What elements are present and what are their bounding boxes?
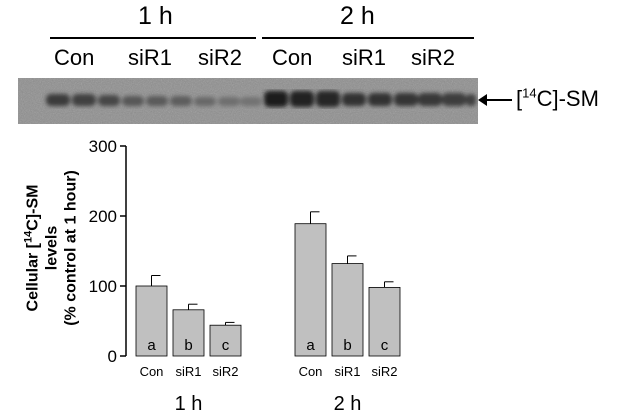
blot-lane-12: [316, 91, 340, 107]
category-label: siR1: [175, 364, 201, 379]
blot-condition-con-1h: Con: [54, 45, 95, 70]
bar-significance-letter: a: [306, 337, 315, 354]
blot-lane-17: [442, 93, 466, 106]
bar-significance-letter: c: [222, 337, 230, 354]
blot-image: [18, 78, 478, 124]
bar: [294, 223, 327, 357]
bar-significance-letter: a: [147, 337, 156, 354]
category-label: siR2: [212, 364, 238, 379]
blot-time-2h: 2 h: [340, 2, 375, 30]
blot-time-1h: 1 h: [138, 2, 173, 30]
blot-lane-8: [218, 97, 240, 106]
blot-condition-sir1-1h: siR1: [128, 45, 173, 70]
band-label: [14C]-SM: [516, 85, 599, 111]
blot-lane-13: [342, 93, 366, 106]
blot-lane-2: [72, 94, 96, 106]
band-arrow-line: [482, 99, 512, 101]
bar-significance-letter: b: [184, 337, 192, 354]
band-arrow-head-icon: [478, 94, 487, 106]
blot-group-line-2h: [262, 37, 474, 39]
blot-group-line-1h: [50, 37, 256, 39]
y-tick-label: 300: [89, 137, 117, 156]
bar-significance-letter: b: [343, 337, 351, 354]
blot-lane-11: [290, 91, 314, 107]
group-label: 1 h: [175, 393, 203, 415]
bar: [135, 285, 168, 357]
blot-condition-sir2-1h: siR2: [198, 45, 243, 70]
bar: [368, 286, 401, 357]
blot-lane-9: [240, 97, 262, 106]
blot-lane-7: [194, 97, 216, 106]
group-label: 2 h: [334, 393, 362, 415]
blot-condition-con-2h: Con: [272, 45, 313, 70]
blot-lane-5: [146, 96, 168, 106]
blot-lane-14: [368, 93, 392, 106]
bar: [172, 309, 205, 357]
blot-lane-15: [394, 93, 418, 106]
y-tick-label: 200: [89, 207, 117, 226]
bar-significance-letter: c: [381, 337, 389, 354]
blot-lane-3: [98, 95, 120, 106]
blot-lane-1: [46, 94, 70, 106]
y-tick-label: 0: [108, 347, 117, 366]
category-label: Con: [140, 364, 164, 379]
category-label: siR2: [371, 364, 397, 379]
blot-condition-sir1-2h: siR1: [342, 45, 387, 70]
y-tick-label: 100: [89, 277, 117, 296]
category-label: Con: [299, 364, 323, 379]
blot-lane-4: [122, 96, 144, 106]
blot-lane-16: [418, 93, 442, 106]
blot-lane-6: [170, 96, 192, 106]
blot-lane-18: [466, 94, 476, 106]
blot-lane-10: [264, 91, 288, 107]
category-label: siR1: [334, 364, 360, 379]
bar: [209, 324, 242, 357]
blot-condition-sir2-2h: siR2: [411, 45, 456, 70]
